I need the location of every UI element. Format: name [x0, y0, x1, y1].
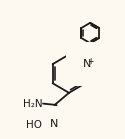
Text: HO: HO — [26, 120, 42, 130]
Text: N: N — [83, 59, 91, 69]
Text: H₂N: H₂N — [23, 99, 42, 109]
Text: +: + — [88, 57, 94, 66]
Text: N: N — [50, 119, 58, 129]
